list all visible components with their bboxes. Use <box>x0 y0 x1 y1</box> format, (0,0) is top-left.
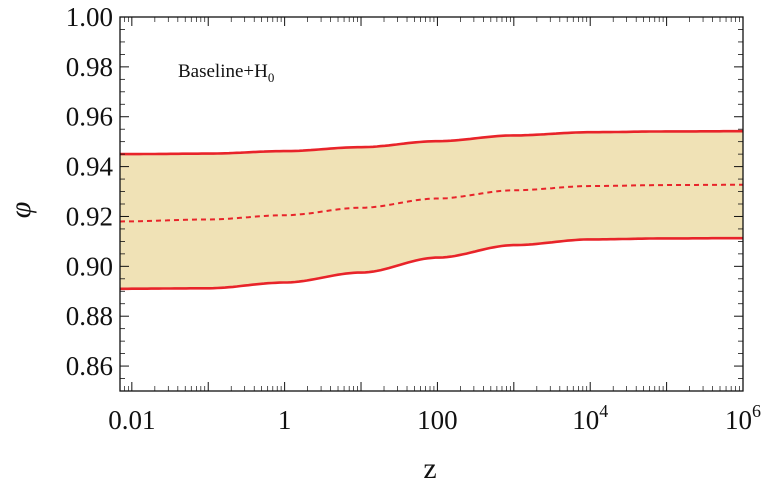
x-tick-label: 104 <box>572 401 608 435</box>
y-tick-label: 0.94 <box>66 152 114 182</box>
series-line-central <box>119 183 743 223</box>
y-tick-label: 0.90 <box>66 251 113 281</box>
y-tick-label: 0.92 <box>66 201 113 231</box>
x-axis-label: z <box>423 452 436 485</box>
y-tick-label: 0.96 <box>66 102 113 132</box>
axes: 0.86 0.88 0.90 0.92 0.94 0.96 0.98 1.00 0.01 1 100… <box>66 2 761 435</box>
y-axis-label: φ <box>4 202 37 219</box>
plot-area <box>119 129 743 291</box>
annotation-subscript: 0 <box>268 70 275 85</box>
y-tick-label: 1.00 <box>66 2 113 32</box>
annotation-main: Baseline+H <box>178 61 268 82</box>
x-tick-label: 0.01 <box>108 405 155 435</box>
annotation-label: Baseline+H0 <box>178 61 274 85</box>
y-tick-label: 0.88 <box>66 301 113 331</box>
x-tick-label: 1 <box>278 405 292 435</box>
x-tick-label: 100 <box>417 405 458 435</box>
series-line-lower <box>120 236 743 291</box>
x-tick-label: 106 <box>725 401 761 435</box>
y-tick-label: 0.98 <box>66 52 113 82</box>
y-tick-label: 0.86 <box>66 351 113 381</box>
series-line-upper <box>120 129 743 156</box>
confidence-band <box>120 131 743 289</box>
